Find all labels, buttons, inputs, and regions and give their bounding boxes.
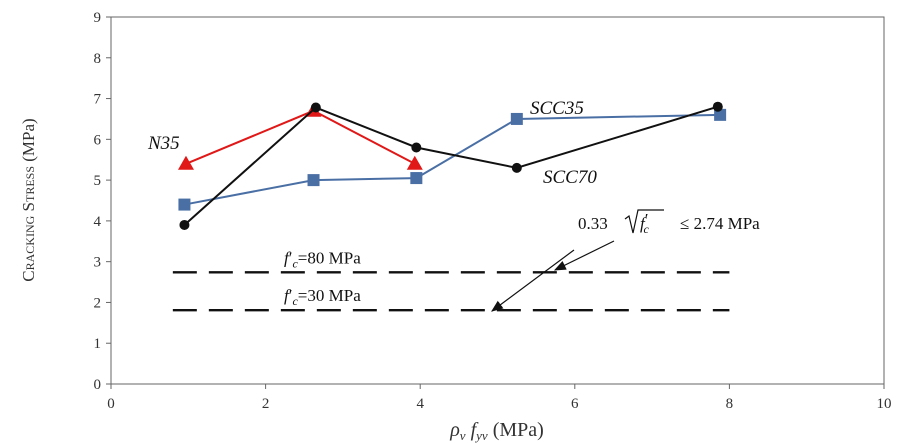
data-point: [307, 174, 320, 187]
y-tick-label: 7: [94, 92, 102, 108]
data-point: [177, 155, 194, 170]
series-line: [184, 113, 721, 206]
y-tick-label: 1: [94, 336, 102, 352]
plot-border: [110, 16, 885, 385]
x-tick-label: 4: [416, 396, 424, 412]
series-label-scc35: SCC35: [530, 98, 584, 119]
plot-area: [110, 16, 885, 385]
series-line: [185, 109, 416, 165]
reference-lines: f′c=80 MPa f′c=30 MPa: [172, 248, 730, 312]
formula-annotation: 0.33 f′c ≤ 2.74 MPa: [491, 209, 760, 312]
data-point: [178, 198, 191, 211]
sqrt-sign: [624, 209, 664, 234]
series-label-n35: N35: [147, 133, 180, 154]
formula-suffix: ≤ 2.74 MPa: [680, 214, 760, 233]
data-point: [510, 112, 523, 125]
y-tick-label: 5: [94, 173, 102, 189]
data-point: [406, 155, 423, 170]
reference-line-label: f′c=30 MPa: [284, 286, 361, 308]
x-tick-label: 10: [877, 396, 892, 412]
y-tick-label: 8: [94, 51, 102, 67]
axis-ticks: 0 2 4 6 8 10 0 1 2 3 4 5 6 7 8 9: [94, 10, 892, 412]
series-scc35: [178, 108, 727, 211]
y-tick-label: 3: [94, 255, 102, 271]
data-point: [310, 102, 321, 113]
y-tick-label: 0: [94, 377, 102, 393]
y-tick-label: 9: [94, 10, 102, 26]
y-tick-label: 4: [94, 214, 102, 230]
annotation-arrow: [553, 240, 615, 271]
y-tick-label: 2: [94, 295, 102, 311]
reference-line-label: f′c=80 MPa: [284, 248, 361, 270]
x-tick-label: 6: [571, 396, 579, 412]
y-axis-title: CRACKING STRESS (MPa): [19, 118, 38, 281]
x-axis-title: ρv fyv (MPa): [449, 419, 544, 443]
series-line: [183, 105, 719, 226]
data-point: [712, 101, 723, 112]
series-scc70: [179, 101, 723, 230]
x-tick-label: 0: [107, 396, 115, 412]
data-point: [411, 142, 422, 153]
formula-radicand: f′c: [640, 210, 649, 236]
annotation-arrow: [491, 249, 575, 312]
data-point: [511, 162, 522, 173]
chart-labels: N35 SCC35 SCC70 0.33 f′c ≤ 2.74 MPa ρv fyv (MP…: [19, 98, 760, 443]
data-point: [410, 172, 423, 185]
data-series: [177, 101, 727, 230]
data-point: [714, 108, 727, 121]
y-tick-label: 6: [94, 132, 102, 148]
x-tick-label: 8: [726, 396, 734, 412]
formula-prefix: 0.33: [578, 214, 608, 233]
x-tick-label: 2: [262, 396, 270, 412]
data-point: [179, 219, 190, 230]
series-label-scc70: SCC70: [543, 167, 597, 188]
